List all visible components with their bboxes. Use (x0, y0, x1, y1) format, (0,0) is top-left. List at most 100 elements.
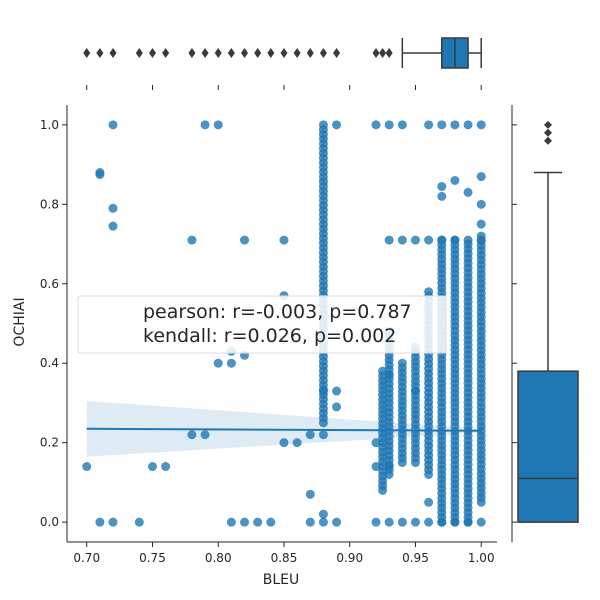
axes: 0.70 0.75 0.80 0.85 0.90 0.95 1.00 0.0 0.2 0.4 0.6… (40, 105, 497, 565)
top-outlier (214, 48, 222, 58)
top-marginal-boxplot (83, 37, 482, 90)
scatter-point (450, 120, 460, 130)
scatter-point (476, 219, 486, 229)
scatter-points (82, 120, 486, 527)
scatter-point (108, 120, 118, 130)
top-outlier (227, 48, 235, 58)
scatter-point (384, 235, 394, 245)
annotation-box (77, 295, 447, 354)
scatter-point (318, 509, 328, 519)
scatter-point (82, 462, 92, 472)
top-outlier (379, 48, 387, 58)
top-outlier (267, 48, 275, 58)
scatter-point (292, 438, 302, 448)
top-outlier (148, 48, 156, 58)
x-tick-label: 0.95 (402, 551, 429, 565)
scatter-point (213, 120, 223, 130)
scatter-point (424, 517, 434, 527)
top-outlier (241, 48, 249, 58)
scatter-point (147, 462, 157, 472)
scatter-point (318, 120, 328, 130)
scatter-point (410, 235, 420, 245)
scatter-point (397, 517, 407, 527)
scatter-point (226, 358, 236, 368)
scatter-point (108, 517, 118, 527)
top-outlier (83, 48, 91, 58)
x-tick-label: 0.90 (336, 551, 363, 565)
main-scatter-plot: 0.70 0.75 0.80 0.85 0.90 0.95 1.00 0.0 0.2 0.4 0.6… (12, 105, 497, 588)
scatter-point (384, 120, 394, 130)
x-tick-label: 0.70 (73, 551, 100, 565)
top-outlier (333, 48, 341, 58)
scatter-point (450, 175, 460, 185)
annotation-line-kendall: kendall: r=0.026, p=0.002 (143, 325, 396, 347)
scatter-point (318, 517, 328, 527)
top-outlier (188, 48, 196, 58)
top-outlier (254, 48, 262, 58)
scatter-point (213, 358, 223, 368)
right-box (517, 370, 579, 523)
scatter-point (424, 120, 434, 130)
x-tick-label: 1.00 (468, 551, 495, 565)
scatter-point (108, 203, 118, 213)
scatter-point (95, 517, 105, 527)
top-outlier (293, 48, 301, 58)
regression-line-path (86, 427, 482, 432)
scatter-point (463, 120, 473, 130)
scatter-point (437, 181, 447, 191)
y-tick-label: 0.0 (40, 515, 59, 529)
scatter-point (424, 287, 434, 297)
scatter-point (318, 430, 328, 440)
scatter-point (226, 517, 236, 527)
right-marginal-boxplot (511, 105, 579, 542)
y-tick-label: 0.2 (40, 436, 59, 450)
scatter-point (332, 517, 342, 527)
scatter-point (424, 497, 434, 507)
x-tick-label: 0.85 (271, 551, 298, 565)
y-axis-label: OCHIAI (12, 297, 28, 346)
top-outlier (306, 48, 314, 58)
scatter-point (397, 120, 407, 130)
scatter-point (476, 199, 486, 209)
scatter-point (200, 430, 210, 440)
y-tick-label: 0.8 (40, 197, 59, 211)
right-outlier (544, 136, 552, 145)
scatter-point (240, 517, 250, 527)
scatter-point (332, 386, 342, 396)
scatter-point (253, 517, 263, 527)
scatter-point (371, 462, 381, 472)
regression-line (86, 427, 482, 432)
scatter-point (134, 517, 144, 527)
top-outlier (109, 48, 117, 58)
x-axis-label: BLEU (263, 572, 300, 588)
scatter-point (437, 120, 447, 130)
top-outlier (96, 48, 104, 58)
scatter-point (397, 235, 407, 245)
x-tick-label: 0.75 (139, 551, 166, 565)
scatter-point (240, 235, 250, 245)
scatter-point (187, 430, 197, 440)
scatter-point (187, 235, 197, 245)
scatter-point (305, 489, 315, 499)
scatter-point (476, 517, 486, 527)
scatter-point (161, 462, 171, 472)
scatter-point (410, 517, 420, 527)
scatter-point (279, 438, 289, 448)
y-tick-label: 0.6 (40, 277, 59, 291)
scatter-point (332, 402, 342, 412)
scatter-point (463, 239, 473, 249)
scatter-point (476, 231, 486, 241)
scatter-point (305, 517, 315, 527)
scatter-point (332, 120, 342, 130)
scatter-point (371, 438, 381, 448)
top-outlier (372, 48, 380, 58)
scatter-point (305, 430, 315, 440)
annotation-line-pearson: pearson: r=-0.003, p=0.787 (143, 301, 412, 323)
x-tick-label: 0.80 (205, 551, 232, 565)
scatter-point (437, 191, 447, 201)
correlation-annotation: pearson: r=-0.003, p=0.787 kendall: r=0.… (77, 295, 447, 354)
top-outlier (201, 48, 209, 58)
scatter-point (437, 235, 447, 245)
y-tick-label: 0.4 (40, 356, 59, 370)
